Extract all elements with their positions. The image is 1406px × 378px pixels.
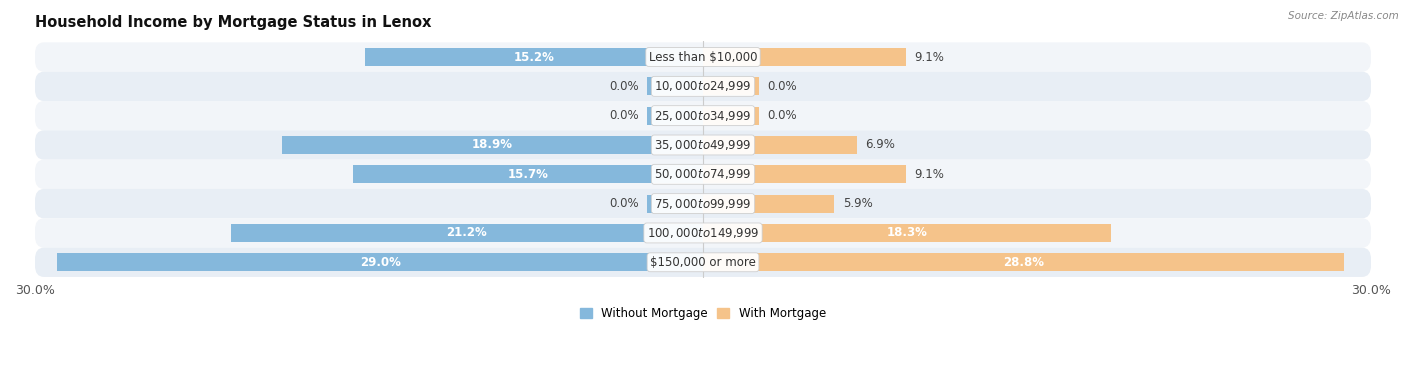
Text: 15.7%: 15.7% <box>508 168 548 181</box>
Text: 0.0%: 0.0% <box>609 109 638 122</box>
Text: 6.9%: 6.9% <box>866 138 896 152</box>
Text: 18.9%: 18.9% <box>472 138 513 152</box>
Text: 28.8%: 28.8% <box>1002 256 1045 269</box>
Text: Less than $10,000: Less than $10,000 <box>648 51 758 64</box>
Text: 0.0%: 0.0% <box>768 109 797 122</box>
Bar <box>703 165 905 183</box>
Text: $150,000 or more: $150,000 or more <box>650 256 756 269</box>
Bar <box>364 48 703 66</box>
Text: 9.1%: 9.1% <box>914 51 945 64</box>
Bar <box>703 253 1344 271</box>
Text: $100,000 to $149,999: $100,000 to $149,999 <box>647 226 759 240</box>
Text: 18.3%: 18.3% <box>886 226 927 239</box>
FancyBboxPatch shape <box>35 72 1371 101</box>
Text: 0.0%: 0.0% <box>609 80 638 93</box>
Text: Source: ZipAtlas.com: Source: ZipAtlas.com <box>1288 11 1399 21</box>
FancyBboxPatch shape <box>35 42 1371 72</box>
Bar <box>353 165 703 183</box>
Text: 9.1%: 9.1% <box>914 168 945 181</box>
FancyBboxPatch shape <box>35 248 1371 277</box>
Text: 15.2%: 15.2% <box>513 51 554 64</box>
Bar <box>703 107 759 125</box>
Text: 5.9%: 5.9% <box>844 197 873 210</box>
Bar <box>283 136 703 154</box>
Bar <box>703 77 759 95</box>
Text: $75,000 to $99,999: $75,000 to $99,999 <box>654 197 752 211</box>
FancyBboxPatch shape <box>35 130 1371 160</box>
FancyBboxPatch shape <box>35 101 1371 130</box>
Text: 0.0%: 0.0% <box>609 197 638 210</box>
Text: $50,000 to $74,999: $50,000 to $74,999 <box>654 167 752 181</box>
FancyBboxPatch shape <box>35 218 1371 248</box>
Text: 0.0%: 0.0% <box>768 80 797 93</box>
Text: 29.0%: 29.0% <box>360 256 401 269</box>
Bar <box>703 48 905 66</box>
Bar <box>647 195 703 213</box>
Text: $25,000 to $34,999: $25,000 to $34,999 <box>654 108 752 123</box>
Bar <box>703 195 834 213</box>
Bar <box>703 224 1111 242</box>
Bar <box>703 136 856 154</box>
Text: Household Income by Mortgage Status in Lenox: Household Income by Mortgage Status in L… <box>35 15 432 30</box>
Text: $35,000 to $49,999: $35,000 to $49,999 <box>654 138 752 152</box>
Legend: Without Mortgage, With Mortgage: Without Mortgage, With Mortgage <box>575 302 831 325</box>
Text: 21.2%: 21.2% <box>447 226 488 239</box>
Text: $10,000 to $24,999: $10,000 to $24,999 <box>654 79 752 93</box>
Bar <box>231 224 703 242</box>
FancyBboxPatch shape <box>35 160 1371 189</box>
FancyBboxPatch shape <box>35 189 1371 218</box>
Bar <box>647 107 703 125</box>
Bar <box>647 77 703 95</box>
Bar <box>58 253 703 271</box>
